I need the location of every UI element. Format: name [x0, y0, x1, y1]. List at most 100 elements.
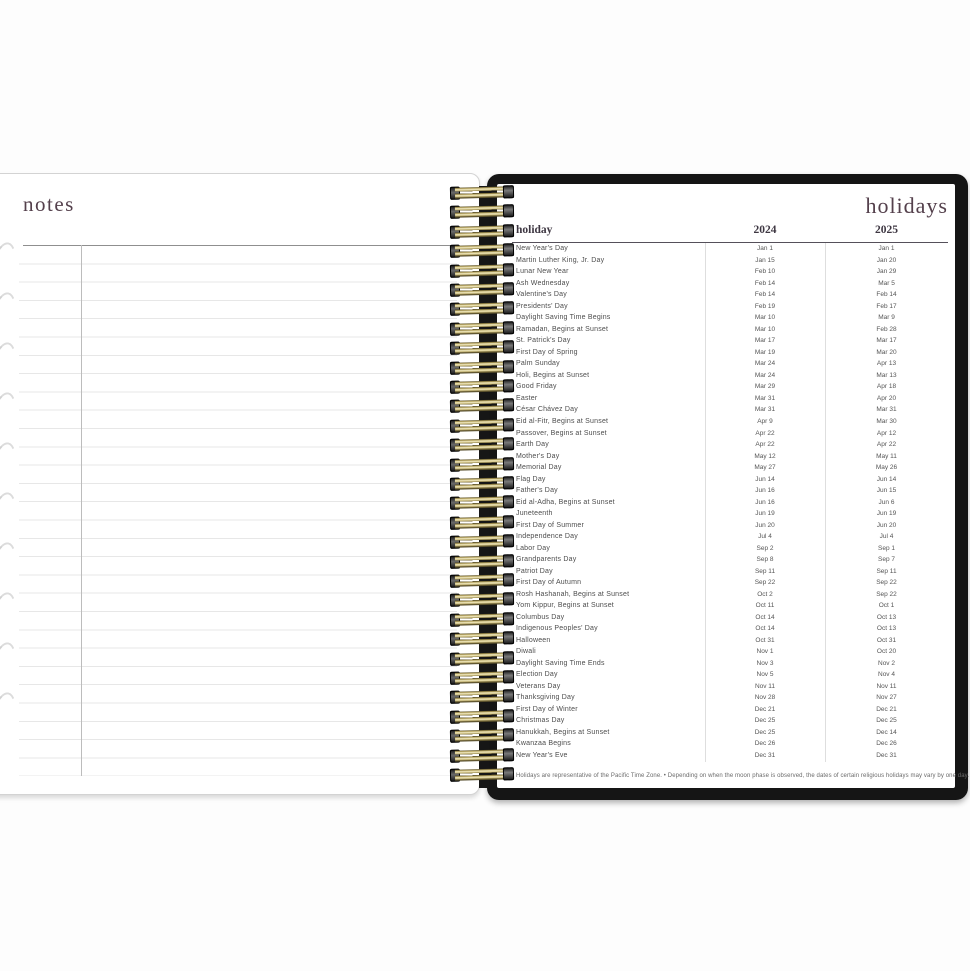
table-row: Passover, Begins at Sunset Apr 22 Apr 12: [512, 427, 948, 439]
date-2025: Nov 2: [878, 659, 895, 667]
date-2024: Jun 19: [755, 510, 775, 518]
coil-right-cap: [502, 553, 515, 568]
table-row: Earth Day Apr 22 Apr 22: [512, 439, 948, 451]
date-2024: Jun 16: [755, 487, 775, 495]
date-2024: Apr 22: [755, 429, 775, 437]
coil-wire: [454, 690, 508, 704]
holiday-name: First Day of Spring: [516, 348, 578, 356]
holiday-name: Father's Day: [516, 487, 558, 495]
holiday-name: Halloween: [516, 636, 551, 644]
date-2024: May 27: [754, 464, 776, 472]
date-2024: Mar 17: [754, 337, 776, 345]
holiday-name: Hanukkah, Begins at Sunset: [516, 728, 610, 736]
date-2024: Jul 4: [758, 533, 772, 541]
date-2024: Sep 2: [756, 544, 774, 552]
binding-coil: [449, 631, 515, 647]
holiday-name: Mother's Day: [516, 452, 560, 460]
holiday-table-header: holiday 2024 2025: [512, 224, 948, 242]
coil-right-cap: [502, 185, 515, 199]
date-2025: Oct 1: [878, 602, 895, 610]
date-2024: Mar 24: [754, 360, 776, 368]
table-row: Palm Sunday Mar 24 Apr 13: [512, 358, 948, 370]
date-2025: Oct 13: [876, 625, 897, 633]
holiday-name: Indigenous Peoples' Day: [516, 625, 598, 633]
date-2025: Jun 20: [876, 521, 897, 529]
holiday-name: César Chávez Day: [516, 406, 578, 414]
holiday-name: Eid al-Adha, Begins at Sunset: [516, 498, 615, 506]
coil-right-cap: [502, 301, 515, 315]
holiday-name: Ash Wednesday: [516, 279, 570, 287]
header-holiday: holiday: [516, 224, 553, 236]
date-2024: Mar 10: [754, 325, 776, 333]
coil-wire: [454, 593, 508, 607]
holiday-name: Thanksgiving Day: [516, 694, 575, 702]
table-row: Father's Day Jun 16 Jun 15: [512, 485, 948, 497]
holiday-name: Yom Kippur, Begins at Sunset: [516, 602, 614, 610]
coil-right-cap: [502, 708, 515, 723]
table-row: Hanukkah, Begins at Sunset Dec 25 Dec 14: [512, 727, 948, 739]
date-2025: Sep 7: [878, 556, 895, 564]
table-row: First Day of Spring Mar 19 Mar 20: [512, 347, 948, 359]
holiday-name: Independence Day: [516, 533, 578, 541]
coil-wire: [454, 419, 508, 432]
binding-coil: [449, 534, 515, 550]
date-2024: Jun 14: [755, 475, 775, 483]
binding-coil: [449, 747, 515, 763]
coil-wire: [454, 613, 508, 626]
date-2025: Mar 13: [876, 371, 897, 379]
binding-coil: [449, 592, 515, 608]
date-2025: Oct 20: [876, 648, 897, 656]
table-row: New Year's Eve Dec 31 Dec 31: [512, 750, 948, 762]
coil-wire: [454, 380, 508, 393]
coil-right-cap: [502, 728, 515, 742]
coil-right-cap: [502, 495, 515, 509]
binding-coil: [449, 670, 515, 685]
date-2025: Mar 31: [876, 406, 897, 414]
date-2025: Sep 1: [878, 544, 895, 552]
date-2024: Oct 14: [755, 613, 775, 621]
coil-wire: [454, 748, 508, 762]
coil-wire: [454, 341, 508, 354]
date-2024: Sep 8: [756, 556, 774, 564]
holiday-name: Presidents' Day: [516, 302, 568, 310]
holiday-name: Kwanzaa Begins: [516, 740, 571, 748]
holidays-footnote: Holidays are representative of the Pacif…: [516, 773, 970, 779]
date-2024: Oct 31: [755, 636, 775, 644]
coil-right-cap: [502, 282, 515, 296]
holidays-page: holidays holiday 2024 2025 New Year's Da…: [497, 184, 970, 788]
date-2025: Apr 18: [876, 383, 897, 391]
binding-coil: [449, 767, 515, 782]
date-2025: Dec 25: [876, 717, 897, 725]
notes-ruled-lines: [19, 246, 457, 776]
header-2025: 2025: [875, 224, 898, 236]
table-row: Election Day Nov 5 Nov 4: [512, 669, 948, 681]
holiday-name: Grandparents Day: [516, 556, 577, 564]
date-2025: Sep 11: [876, 567, 897, 575]
binding-coil: [449, 243, 515, 259]
notes-page: notes: [0, 173, 480, 795]
date-2024: Jun 20: [755, 521, 775, 529]
table-row: Patriot Day Sep 11 Sep 11: [512, 565, 948, 577]
holiday-name: Election Day: [516, 671, 558, 679]
date-2025: Jun 19: [876, 510, 897, 518]
date-2025: Jan 29: [876, 268, 897, 276]
date-2024: Feb 19: [754, 302, 776, 310]
holiday-name: Good Friday: [516, 383, 557, 391]
coil-wire: [454, 205, 508, 219]
coil-wire: [454, 322, 508, 335]
binding-coil: [449, 185, 515, 200]
table-row: Indigenous Peoples' Day Oct 14 Oct 13: [512, 623, 948, 635]
date-2024: Nov 28: [754, 694, 776, 702]
date-2025: Feb 17: [876, 302, 897, 310]
binding-coil: [449, 417, 515, 433]
table-row: Presidents' Day Feb 19 Feb 17: [512, 301, 948, 313]
table-row: Columbus Day Oct 14 Oct 13: [512, 612, 948, 624]
holiday-name: St. Patrick's Day: [516, 337, 571, 345]
date-2025: Apr 20: [876, 394, 897, 402]
binding-coil: [449, 456, 515, 472]
coil-right-cap: [502, 476, 515, 490]
table-row: Thanksgiving Day Nov 28 Nov 27: [512, 692, 948, 704]
table-row: Daylight Saving Time Begins Mar 10 Mar 9: [512, 312, 948, 324]
table-row: Diwali Nov 1 Oct 20: [512, 646, 948, 658]
